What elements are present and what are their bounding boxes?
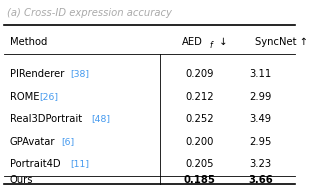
Text: SyncNet ↑: SyncNet ↑ — [255, 37, 308, 47]
Text: [38]: [38] — [70, 70, 89, 79]
Text: f: f — [210, 41, 212, 50]
Text: Portrait4D: Portrait4D — [9, 159, 60, 169]
Text: 3.23: 3.23 — [250, 159, 272, 169]
Text: 0.252: 0.252 — [185, 114, 214, 124]
Text: Method: Method — [9, 37, 47, 47]
Text: GPAvatar: GPAvatar — [9, 137, 55, 146]
Text: [26]: [26] — [39, 92, 58, 101]
Text: [48]: [48] — [91, 115, 110, 124]
Text: [11]: [11] — [70, 160, 89, 169]
Text: 0.205: 0.205 — [185, 159, 214, 169]
Text: 2.99: 2.99 — [250, 92, 272, 102]
Text: AED: AED — [182, 37, 203, 47]
Text: ↓: ↓ — [216, 37, 228, 47]
Text: [6]: [6] — [62, 137, 75, 146]
Text: ROME: ROME — [9, 92, 39, 102]
Text: 3.49: 3.49 — [250, 114, 272, 124]
Text: 2.95: 2.95 — [250, 137, 272, 146]
Text: 0.209: 0.209 — [185, 69, 214, 79]
Text: (a) Cross-ID expression accuracy: (a) Cross-ID expression accuracy — [7, 8, 172, 18]
Text: PIRenderer: PIRenderer — [9, 69, 64, 79]
Text: 0.185: 0.185 — [184, 175, 216, 185]
Text: 3.11: 3.11 — [250, 69, 272, 79]
Text: Real3DPortrait: Real3DPortrait — [9, 114, 82, 124]
Text: Ours: Ours — [9, 175, 33, 185]
Text: 3.66: 3.66 — [248, 175, 273, 185]
Text: 0.200: 0.200 — [185, 137, 214, 146]
Text: 0.212: 0.212 — [185, 92, 214, 102]
